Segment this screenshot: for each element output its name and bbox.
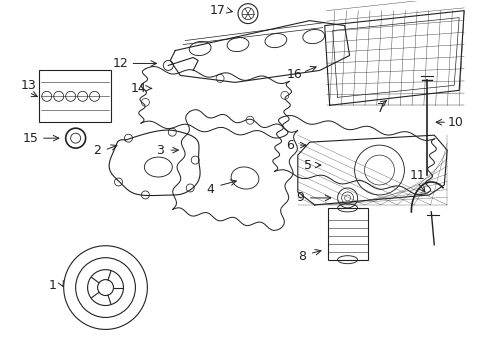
- Text: 10: 10: [447, 116, 462, 129]
- Text: 7: 7: [377, 102, 385, 115]
- Text: 11: 11: [408, 168, 425, 181]
- Text: 1: 1: [49, 279, 57, 292]
- Bar: [39, 71, 110, 122]
- Text: 5: 5: [303, 158, 311, 172]
- Text: 4: 4: [206, 184, 214, 197]
- Text: 8: 8: [297, 250, 305, 263]
- Text: 9: 9: [295, 192, 303, 204]
- Text: 2: 2: [92, 144, 101, 157]
- Text: 17: 17: [210, 4, 225, 17]
- Text: 12: 12: [112, 57, 128, 70]
- Text: 6: 6: [285, 139, 293, 152]
- Bar: [327, 208, 367, 260]
- Text: 3: 3: [156, 144, 164, 157]
- Text: 16: 16: [286, 68, 302, 81]
- Text: 13: 13: [21, 79, 37, 92]
- Text: 15: 15: [23, 132, 39, 145]
- Text: 14: 14: [130, 82, 146, 95]
